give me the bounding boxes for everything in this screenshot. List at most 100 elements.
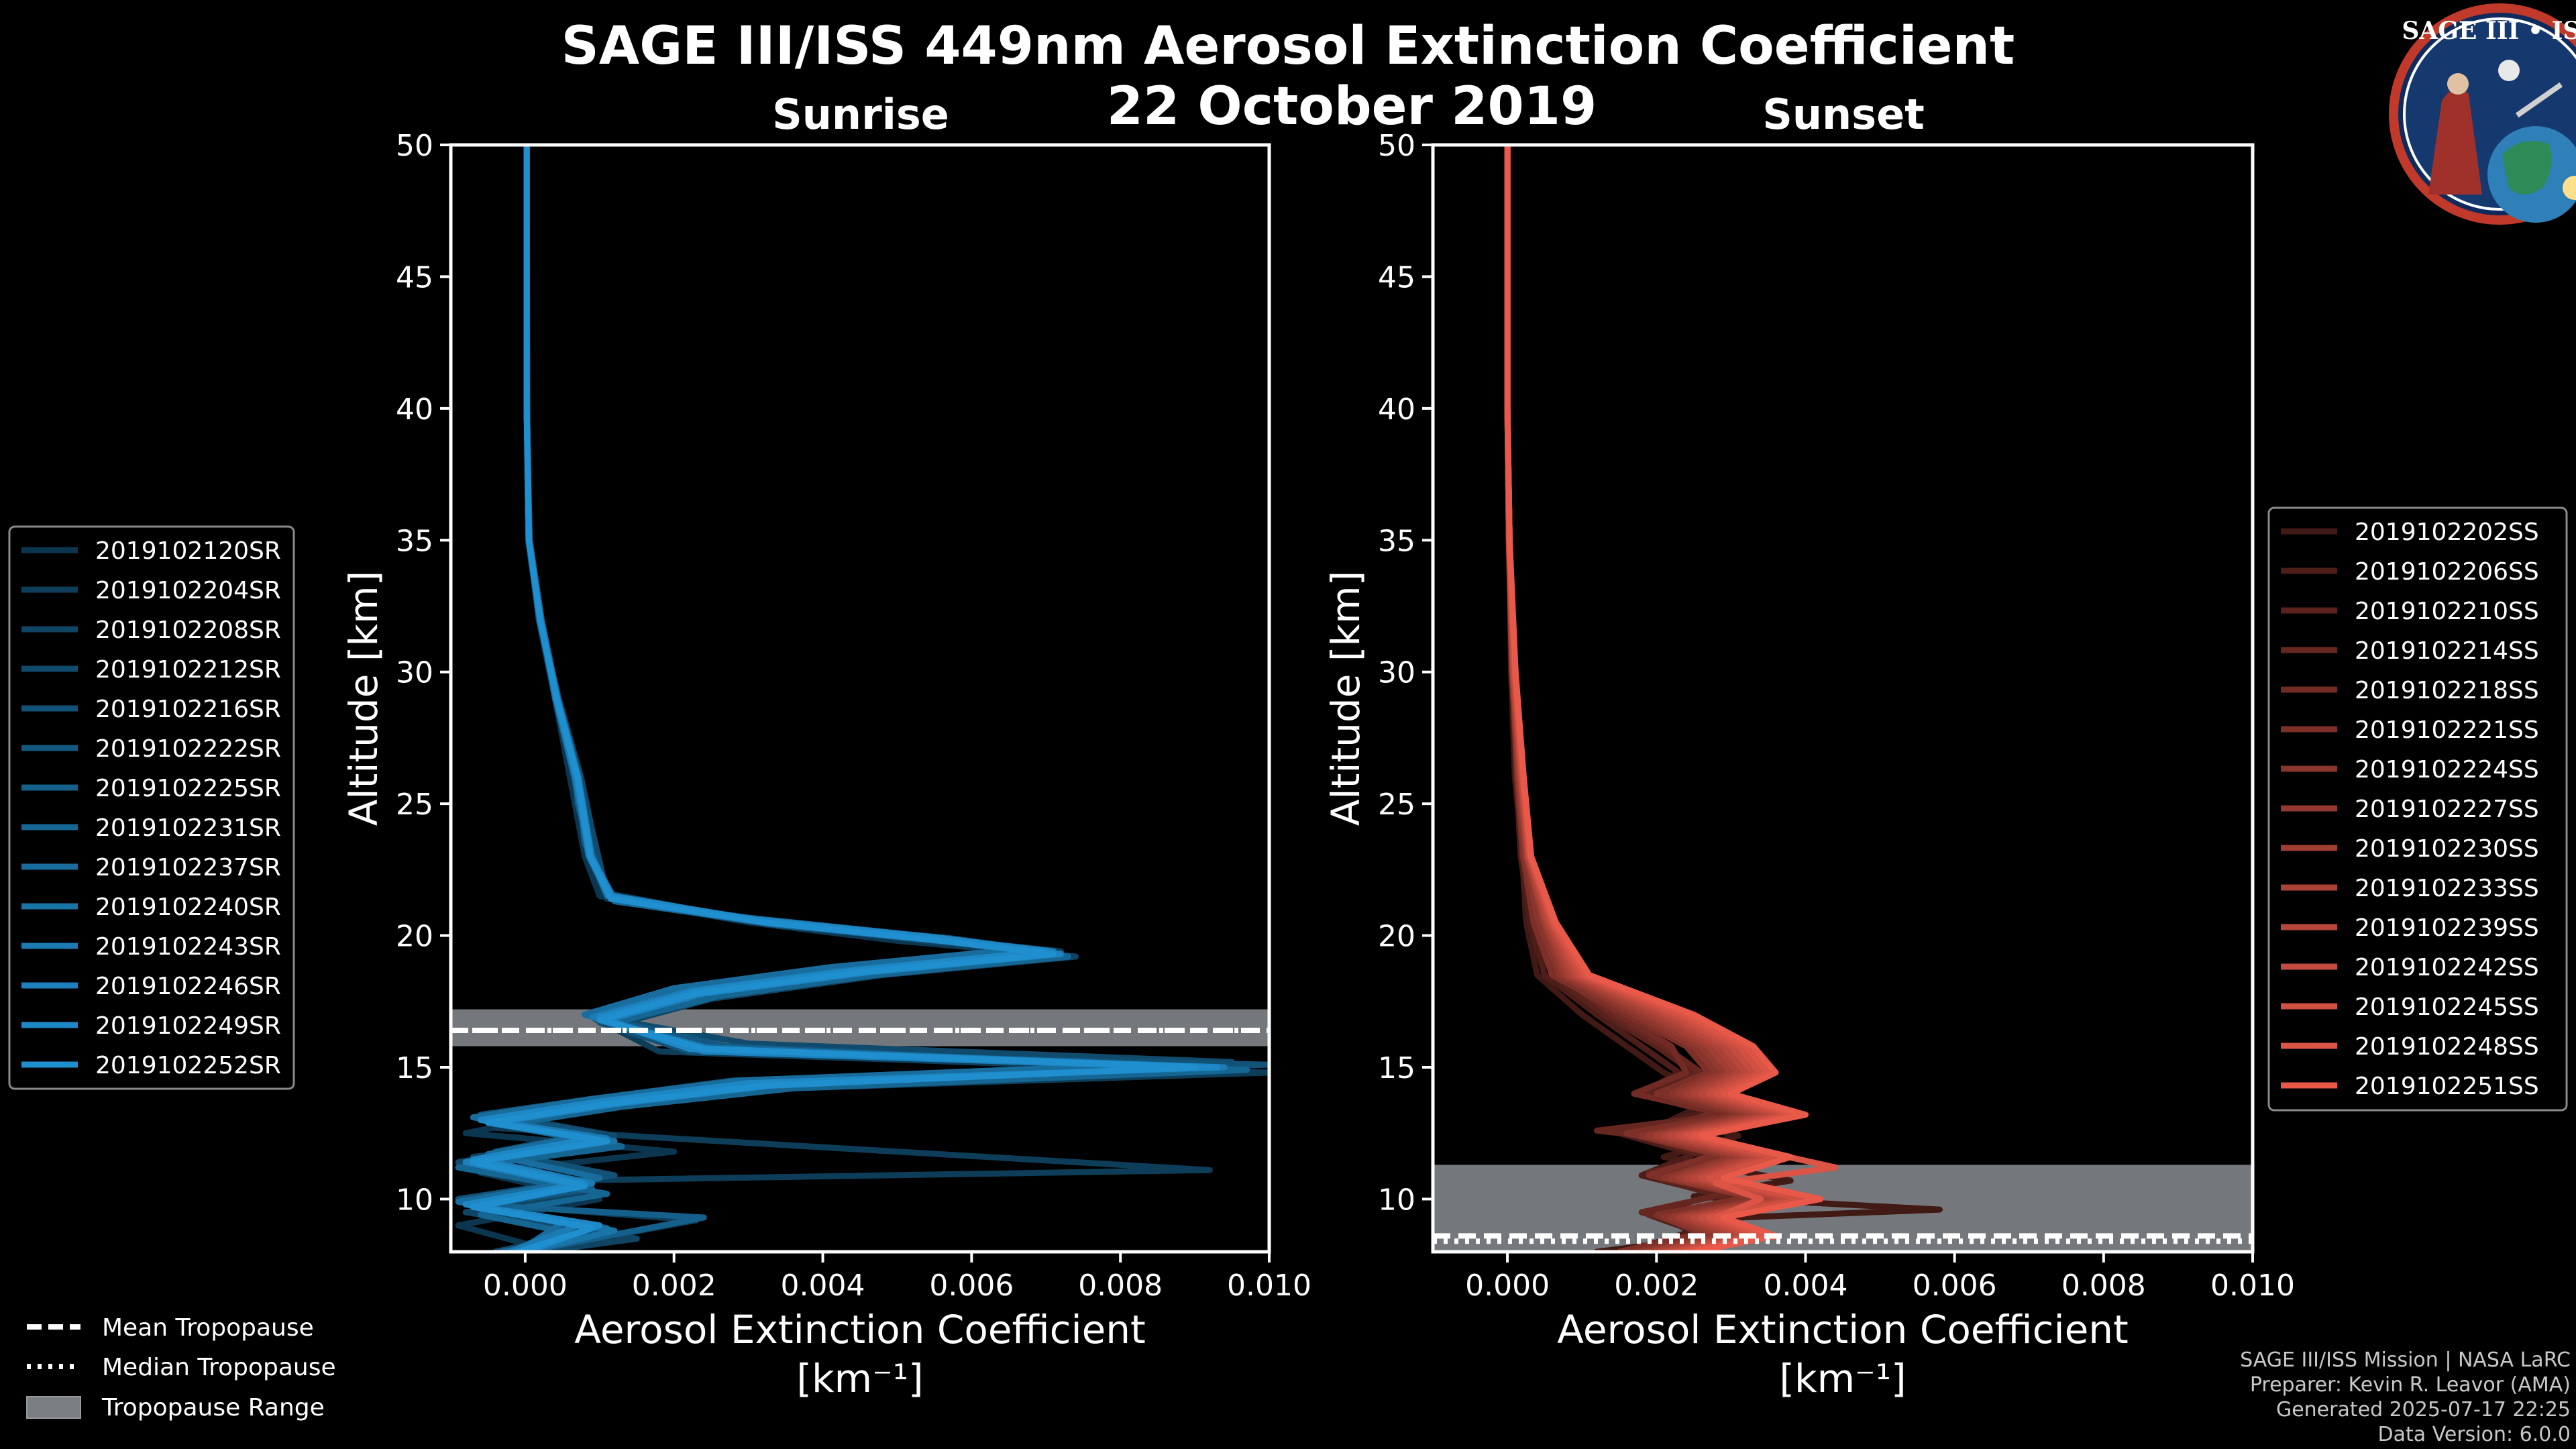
sunrise-panel: 0.000 0.002 0.004 0.006 0.008 0.010 10 15 20 25 30… (341, 129, 1311, 1401)
sunrise-ytick-label: 15 (396, 1051, 433, 1085)
legend-entry-2019102243SR: 2019102243SR (95, 933, 281, 961)
footer-mission: SAGE III/ISS Mission | NASA LaRC (2240, 1348, 2571, 1372)
sunset-ytick-label: 10 (1378, 1183, 1415, 1217)
sunrise-xtick-label: 0.004 (781, 1269, 865, 1303)
sunset-legend: 2019102202SS 2019102206SS 2019102210SS 2019… (2267, 506, 2568, 1112)
series-line-2019102252SR (470, 145, 1198, 1252)
sunrise-ytick-label: 30 (396, 656, 433, 690)
legend-entry-2019102242SS: 2019102242SS (2355, 954, 2539, 981)
sunset-xtick-label: 0.002 (1614, 1269, 1699, 1303)
legend-entry-2019102246SR: 2019102246SR (95, 973, 281, 1000)
legend-entry-2019102231SR: 2019102231SR (95, 814, 281, 842)
sunset-xtick-label: 0.010 (2210, 1269, 2295, 1303)
legend-entry-2019102251SS: 2019102251SS (2355, 1073, 2539, 1100)
figure-date: 22 October 2019 (1107, 76, 1597, 137)
sunset-xtick-label: 0.000 (1465, 1269, 1550, 1303)
mean-tropopause-label: Mean Tropopause (102, 1314, 314, 1342)
sunset-ytick-label: 50 (1378, 129, 1415, 163)
sunset-ytick-label: 35 (1378, 524, 1415, 558)
sunset-tropopause-lines (1433, 1233, 2253, 1244)
legend-entry-2019102206SS: 2019102206SS (2355, 558, 2539, 586)
sunrise-xtick-label: 0.006 (929, 1269, 1014, 1303)
sunrise-ytick-label: 35 (396, 524, 433, 558)
legend-entry-2019102204SR: 2019102204SR (95, 577, 281, 604)
sunset-series-group (1504, 145, 1943, 1252)
legend-entry-2019102230SS: 2019102230SS (2355, 835, 2539, 863)
sunset-legend-box (2267, 506, 2568, 1112)
sunset-ytick-label: 45 (1378, 260, 1415, 294)
sunset-panel: 0.000 0.002 0.004 0.006 0.008 0.010 10 15 20 25 30… (1323, 129, 2295, 1401)
footer-credits: SAGE III/ISS Mission | NASA LaRC Prepare… (2240, 1348, 2571, 1446)
figure-head-icon (2447, 73, 2469, 95)
median-tropopause-label: Median Tropopause (102, 1354, 336, 1381)
legend-entry-2019102245SS: 2019102245SS (2355, 994, 2539, 1021)
sunset-xtick-label: 0.006 (1913, 1269, 1997, 1303)
sunset-ytick-label: 25 (1378, 788, 1415, 822)
footer-generated: Generated 2025-07-17 22:25 (2276, 1398, 2571, 1421)
series-line-2019102251SS (1504, 145, 1824, 1252)
sunrise-plot-frame (449, 143, 1271, 1254)
legend-entry-2019102224SS: 2019102224SS (2355, 756, 2539, 784)
legend-entry-2019102216SR: 2019102216SR (95, 696, 281, 723)
legend-entry-2019102249SR: 2019102249SR (95, 1012, 281, 1040)
legend-entry-2019102239SS: 2019102239SS (2355, 914, 2539, 942)
sunrise-legend: 2019102120SR 2019102204SR 2019102208SR 2019… (8, 525, 295, 1090)
sunrise-ytick-label: 45 (396, 260, 433, 294)
legend-entry-2019102208SR: 2019102208SR (95, 616, 281, 644)
sunrise-ylabel: Altitude [km] (341, 571, 386, 826)
legend-entry-2019102252SR: 2019102252SR (95, 1052, 281, 1079)
sunset-ylabel: Altitude [km] (1323, 571, 1368, 826)
sunrise-ytick-label: 40 (396, 392, 433, 427)
sunset-plot-frame (1431, 143, 2255, 1254)
legend-entry-2019102237SR: 2019102237SR (95, 854, 281, 881)
legend-entry-2019102227SS: 2019102227SS (2355, 796, 2539, 823)
sunrise-ytick-label: 25 (396, 788, 433, 822)
sunset-xtick-label: 0.004 (1763, 1269, 1847, 1303)
sunrise-series-group (455, 145, 1269, 1252)
sunrise-ytick-label: 20 (396, 920, 433, 954)
legend-entry-2019102202SS: 2019102202SS (2355, 519, 2539, 546)
sunrise-xunit: [km⁻¹] (796, 1356, 923, 1401)
legend-entry-2019102120SR: 2019102120SR (95, 537, 281, 565)
sunrise-xtick-label: 0.008 (1078, 1269, 1163, 1303)
legend-entry-2019102221SS: 2019102221SS (2355, 716, 2539, 744)
figure-silhouette-icon (2428, 89, 2482, 195)
sunset-ytick-label: 20 (1378, 920, 1415, 954)
sunset-xunit: [km⁻¹] (1779, 1356, 1906, 1401)
legend-entry-2019102240SR: 2019102240SR (95, 894, 281, 921)
sunset-ytick-label: 15 (1378, 1051, 1415, 1085)
sunset-xlabel: Aerosol Extinction Coefficient (1557, 1307, 2129, 1352)
sunrise-legend-box (8, 525, 295, 1090)
sunrise-xtick-label: 0.010 (1227, 1269, 1311, 1303)
continent-icon (2502, 141, 2552, 195)
tropopause-range-label: Tropopause Range (101, 1394, 325, 1421)
legend-entry-2019102210SS: 2019102210SS (2355, 598, 2539, 625)
legend-entry-2019102233SS: 2019102233SS (2355, 875, 2539, 902)
legend-entry-2019102212SR: 2019102212SR (95, 656, 281, 684)
sunrise-xtick-label: 0.002 (632, 1269, 716, 1303)
sunset-panel-title: Sunset (1762, 90, 1925, 139)
legend-entry-2019102218SS: 2019102218SS (2355, 677, 2539, 704)
moon-icon (2498, 60, 2520, 81)
sunset-xtick-label: 0.008 (2061, 1269, 2146, 1303)
figure-title: SAGE III/ISS 449nm Aerosol Extinction Co… (561, 16, 2015, 76)
legend-entry-2019102214SS: 2019102214SS (2355, 637, 2539, 665)
legend-entry-2019102222SR: 2019102222SR (95, 735, 281, 763)
tropopause-range-swatch (26, 1396, 81, 1419)
sunrise-xtick-label: 0.000 (483, 1269, 568, 1303)
sunset-ytick-label: 30 (1378, 656, 1415, 690)
sunrise-ytick-label: 50 (396, 129, 433, 163)
sunrise-xlabel: Aerosol Extinction Coefficient (574, 1307, 1146, 1352)
legend-entry-2019102225SR: 2019102225SR (95, 775, 281, 802)
sunset-ytick-label: 40 (1378, 392, 1415, 427)
footer-data-version: Data Version: 6.0.0 (2378, 1423, 2571, 1446)
sunset-plot-area (1433, 145, 2253, 1252)
legend-entry-2019102248SS: 2019102248SS (2355, 1033, 2539, 1061)
footer-preparer: Preparer: Kevin R. Leavor (AMA) (2250, 1373, 2571, 1397)
sage-iss-logo: SAGE III • ISS (2389, 3, 2576, 225)
sunrise-panel-title: Sunrise (772, 90, 949, 139)
sun-icon (2563, 176, 2576, 200)
tropopause-legend: Mean Tropopause Median Tropopause Tropop… (26, 1314, 336, 1421)
sunrise-ytick-label: 10 (396, 1183, 433, 1217)
